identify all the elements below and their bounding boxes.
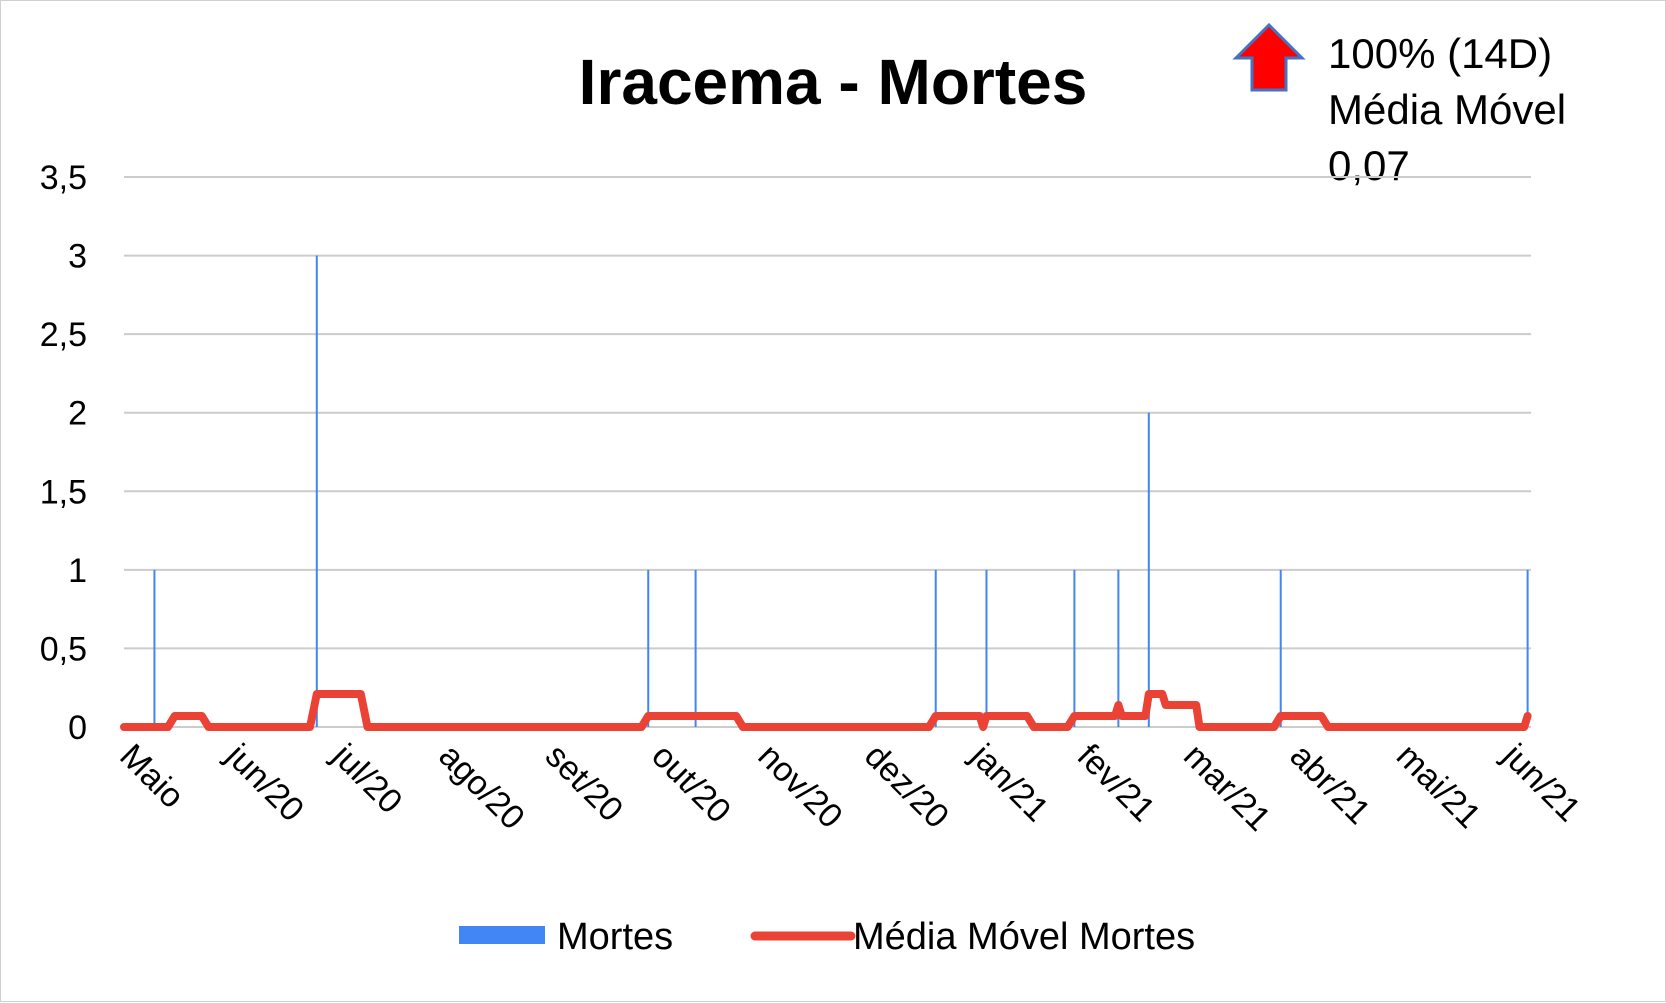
bar-mortes: [1147, 412, 1150, 727]
bar-mortes: [1117, 569, 1120, 727]
annotation-line-2: Média Móvel: [1328, 86, 1566, 133]
y-tick-label: 2,5: [40, 316, 87, 354]
gridlines: [124, 176, 1531, 728]
bar-mortes: [985, 569, 988, 727]
y-tick-label: 0,5: [40, 630, 87, 668]
y-tick-label: 0: [68, 709, 87, 747]
bar-mortes: [1073, 569, 1076, 727]
annotation-line-1: 100% (14D): [1328, 30, 1552, 77]
x-tick-label: set/20: [538, 737, 630, 829]
up-arrow-icon: [1232, 22, 1306, 92]
x-tick-label: nov/20: [751, 737, 850, 836]
x-tick-label: out/20: [644, 737, 738, 831]
y-tick-label: 1,5: [40, 473, 87, 511]
bar-mortes: [1526, 569, 1529, 727]
bar-mortes: [647, 569, 650, 727]
line-media-movel: [120, 690, 1532, 731]
annotation-line-3: 0,07: [1328, 142, 1410, 189]
y-tick-label: 3,5: [40, 159, 87, 197]
legend: Mortes Média Móvel Mortes: [459, 916, 1195, 958]
x-tick-label: mar/21: [1176, 737, 1278, 839]
y-axis-ticks: 0 0,5 1 1,5 2 2,5 3 3,5: [40, 159, 87, 747]
chart-title: Iracema - Mortes: [579, 46, 1088, 118]
x-tick-label: dez/20: [857, 737, 956, 836]
x-tick-label: abr/21: [1283, 737, 1378, 832]
bar-mortes: [315, 255, 318, 728]
y-tick-label: 3: [68, 238, 87, 276]
legend-swatch-mortes: [459, 926, 545, 944]
bar-mortes: [1279, 569, 1282, 727]
bar-mortes: [694, 569, 697, 727]
y-tick-label: 1: [68, 552, 87, 590]
x-tick-label: jul/20: [324, 736, 409, 821]
mortes-bars: [153, 255, 1529, 728]
x-tick-label: jun/20: [218, 736, 311, 829]
trend-annotation: 100% (14D) Média Móvel 0,07: [1232, 22, 1566, 189]
x-tick-label: fev/21: [1070, 737, 1162, 829]
x-tick-label: jun/21: [1495, 736, 1588, 829]
x-tick-label: Maio: [112, 737, 191, 816]
y-tick-label: 2: [68, 395, 87, 433]
legend-label-mortes: Mortes: [557, 916, 673, 958]
media-movel-line: [120, 690, 1532, 731]
bar-mortes: [934, 569, 937, 727]
x-tick-label: mai/21: [1389, 737, 1488, 836]
x-axis-ticks: Maio jun/20 jul/20 ago/20 set/20 out/20 nov/20…: [112, 736, 1587, 838]
bar-mortes: [153, 569, 156, 727]
x-tick-label: ago/20: [431, 737, 531, 837]
x-tick-label: jan/21: [963, 736, 1056, 829]
legend-label-media-movel: Média Móvel Mortes: [853, 916, 1195, 958]
